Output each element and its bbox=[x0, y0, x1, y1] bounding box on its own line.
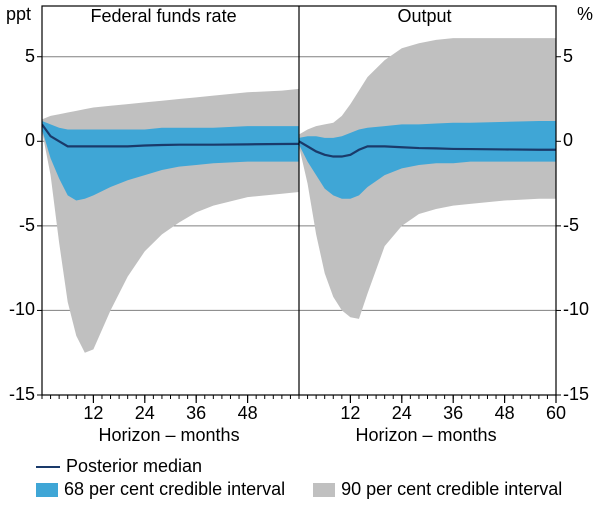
plot-area bbox=[0, 0, 599, 505]
legend-label: 68 per cent credible interval bbox=[64, 479, 285, 500]
legend: Posterior median 68 per cent credible in… bbox=[36, 456, 562, 502]
x-tick-label: 60 bbox=[544, 403, 568, 424]
chart-container: ppt % Federal funds rate Output Horizon … bbox=[0, 0, 599, 505]
x-tick-label: 36 bbox=[184, 403, 208, 424]
panel-title-left: Federal funds rate bbox=[91, 6, 237, 27]
legend-label: Posterior median bbox=[66, 456, 202, 477]
y-tick-label: -10 bbox=[9, 299, 35, 320]
legend-label: 90 per cent credible interval bbox=[341, 479, 562, 500]
panel-title-right: Output bbox=[398, 6, 452, 27]
y-tick-label: 0 bbox=[563, 130, 573, 151]
legend-box-swatch bbox=[313, 483, 335, 497]
x-tick-label: 48 bbox=[493, 403, 517, 424]
x-tick-label: 48 bbox=[236, 403, 260, 424]
legend-line-swatch bbox=[36, 466, 60, 468]
x-tick-label: 24 bbox=[133, 403, 157, 424]
legend-item-median: Posterior median bbox=[36, 456, 562, 477]
y-tick-label: 5 bbox=[25, 46, 35, 67]
y-tick-label: 5 bbox=[563, 46, 573, 67]
x-tick-label: 24 bbox=[390, 403, 414, 424]
legend-box-swatch bbox=[36, 483, 58, 497]
y-tick-label: -15 bbox=[9, 384, 35, 405]
left-y-unit: ppt bbox=[6, 4, 31, 25]
y-tick-label: 0 bbox=[25, 130, 35, 151]
y-tick-label: -5 bbox=[563, 215, 579, 236]
y-tick-label: -10 bbox=[563, 299, 589, 320]
x-axis-label-left: Horizon – months bbox=[99, 425, 240, 446]
x-tick-label: 36 bbox=[441, 403, 465, 424]
x-axis-label-right: Horizon – months bbox=[356, 425, 497, 446]
right-y-unit: % bbox=[577, 4, 593, 25]
x-tick-label: 12 bbox=[338, 403, 362, 424]
legend-item-ci68: 68 per cent credible interval 90 per cen… bbox=[36, 479, 562, 500]
y-tick-label: -15 bbox=[563, 384, 589, 405]
x-tick-label: 12 bbox=[81, 403, 105, 424]
y-tick-label: -5 bbox=[19, 215, 35, 236]
